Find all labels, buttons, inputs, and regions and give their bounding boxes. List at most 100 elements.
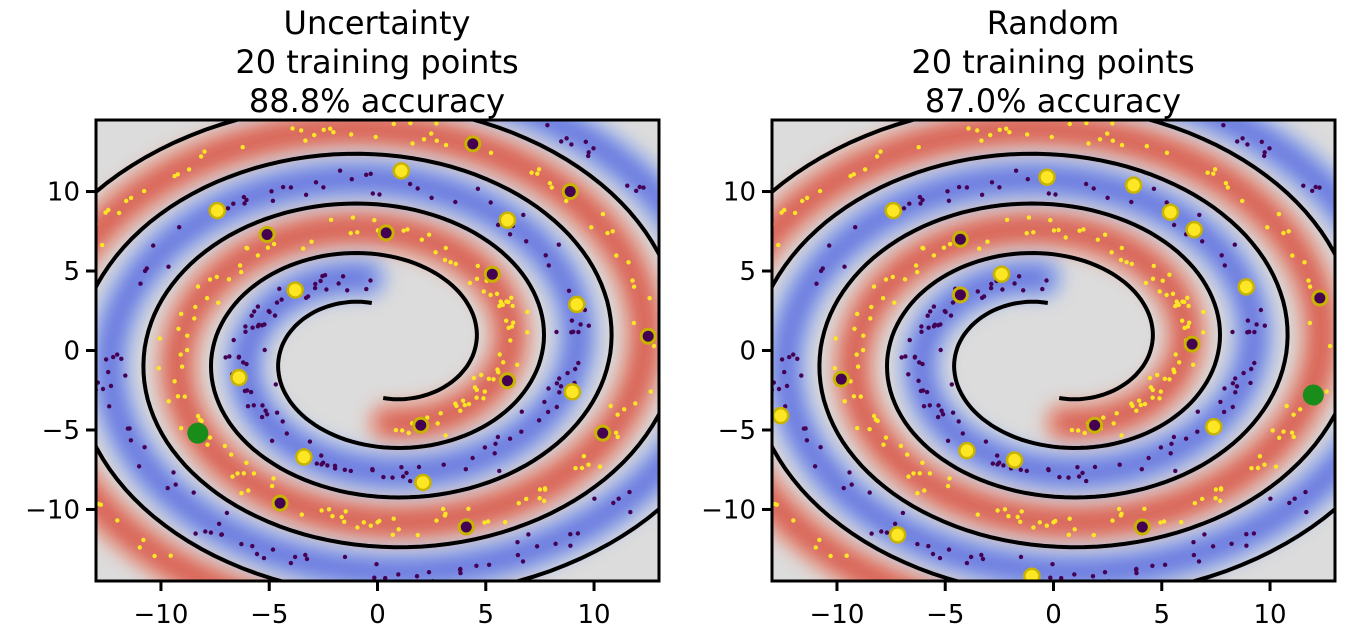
- unlabeled-point: [576, 329, 581, 335]
- labeled-point-class-a: [563, 383, 582, 401]
- unlabeled-point: [381, 474, 386, 480]
- unlabeled-point: [941, 245, 947, 250]
- unlabeled-point: [269, 189, 274, 194]
- unlabeled-point: [558, 384, 564, 389]
- unlabeled-point: [853, 225, 858, 230]
- unlabeled-point: [782, 207, 787, 213]
- unlabeled-point: [511, 320, 516, 325]
- unlabeled-point: [462, 402, 467, 408]
- unlabeled-point: [193, 531, 198, 536]
- unlabeled-point: [496, 370, 501, 375]
- unlabeled-point: [804, 195, 810, 201]
- unlabeled-point: [1110, 121, 1115, 126]
- unlabeled-point: [681, 206, 685, 210]
- unlabeled-point: [1298, 407, 1303, 412]
- unlabeled-point: [1313, 184, 1318, 190]
- unlabeled-point: [586, 153, 591, 159]
- unlabeled-point: [547, 181, 553, 186]
- unlabeled-point: [507, 232, 513, 237]
- unlabeled-point: [271, 476, 276, 481]
- labeled-point-class-b: [639, 327, 657, 345]
- unlabeled-point: [614, 253, 619, 258]
- unlabeled-point: [187, 588, 191, 592]
- unlabeled-point: [128, 195, 134, 201]
- unlabeled-point: [556, 242, 561, 247]
- unlabeled-point: [703, 401, 707, 405]
- unlabeled-point: [1200, 239, 1205, 244]
- unlabeled-point: [586, 323, 591, 328]
- unlabeled-point: [486, 376, 491, 381]
- unlabeled-point: [526, 532, 531, 537]
- unlabeled-point: [1213, 496, 1218, 501]
- unlabeled-point: [467, 280, 473, 286]
- unlabeled-point: [510, 303, 515, 309]
- unlabeled-point: [441, 462, 446, 467]
- unlabeled-point: [166, 264, 171, 269]
- labeled-point-class-a: [1038, 168, 1056, 186]
- unlabeled-point: [868, 316, 873, 321]
- unlabeled-point: [292, 554, 298, 560]
- unlabeled-point: [1118, 513, 1124, 518]
- unlabeled-point: [1339, 248, 1343, 252]
- unlabeled-point: [1129, 261, 1135, 267]
- heat-band-core: [772, 120, 1331, 581]
- unlabeled-point: [731, 343, 735, 347]
- unlabeled-point: [1195, 429, 1200, 434]
- unlabeled-point: [915, 541, 920, 547]
- unlabeled-point: [979, 552, 984, 558]
- unlabeled-point: [186, 167, 192, 172]
- unlabeled-point: [443, 433, 448, 438]
- unlabeled-point: [142, 268, 148, 274]
- unlabeled-point: [252, 309, 257, 314]
- unlabeled-point: [1162, 562, 1168, 567]
- unlabeled-point: [488, 150, 494, 155]
- y-tick-label: −10: [25, 495, 80, 525]
- unlabeled-point: [920, 361, 925, 367]
- unlabeled-point: [615, 434, 620, 440]
- unlabeled-point: [943, 309, 948, 315]
- unlabeled-point: [985, 239, 990, 244]
- unlabeled-point: [545, 123, 550, 128]
- unlabeled-point: [906, 372, 911, 377]
- unlabeled-point: [1171, 434, 1177, 440]
- panel-title-line-3: 88.8% accuracy: [249, 82, 505, 120]
- unlabeled-point: [1143, 280, 1149, 286]
- unlabeled-point: [804, 438, 810, 443]
- unlabeled-point: [488, 292, 493, 298]
- boundary-line: [772, 151, 1335, 581]
- unlabeled-point: [854, 352, 859, 357]
- unlabeled-point: [419, 237, 424, 242]
- unlabeled-point: [1124, 260, 1129, 265]
- plot-area: [96, 120, 707, 592]
- labeled-point-class-a: [884, 201, 903, 220]
- unlabeled-point: [1133, 567, 1139, 573]
- unlabeled-point: [1197, 212, 1202, 218]
- unlabeled-point: [525, 309, 530, 315]
- unlabeled-point: [1192, 501, 1198, 506]
- unlabeled-point: [801, 426, 807, 431]
- unlabeled-point: [945, 189, 950, 194]
- unlabeled-point: [905, 452, 910, 457]
- unlabeled-point: [516, 501, 521, 506]
- unlabeled-point: [947, 476, 952, 481]
- unlabeled-point: [883, 435, 889, 440]
- unlabeled-point: [910, 587, 914, 591]
- unlabeled-point: [255, 324, 261, 329]
- unlabeled-point: [303, 138, 308, 143]
- unlabeled-point: [245, 404, 251, 409]
- unlabeled-point: [216, 300, 221, 305]
- unlabeled-point: [1142, 506, 1147, 511]
- unlabeled-point: [995, 462, 1000, 467]
- unlabeled-point: [723, 333, 727, 337]
- labeled-point-class-b: [498, 372, 516, 390]
- unlabeled-point: [592, 496, 597, 501]
- unlabeled-point: [372, 218, 377, 223]
- unlabeled-point: [482, 445, 488, 450]
- unlabeled-point: [1134, 408, 1139, 413]
- unlabeled-point: [967, 609, 971, 613]
- unlabeled-point: [491, 377, 496, 382]
- unlabeled-point: [1111, 421, 1116, 426]
- unlabeled-point: [534, 544, 540, 549]
- unlabeled-point: [851, 172, 856, 177]
- labeled-point-class-b: [561, 183, 579, 201]
